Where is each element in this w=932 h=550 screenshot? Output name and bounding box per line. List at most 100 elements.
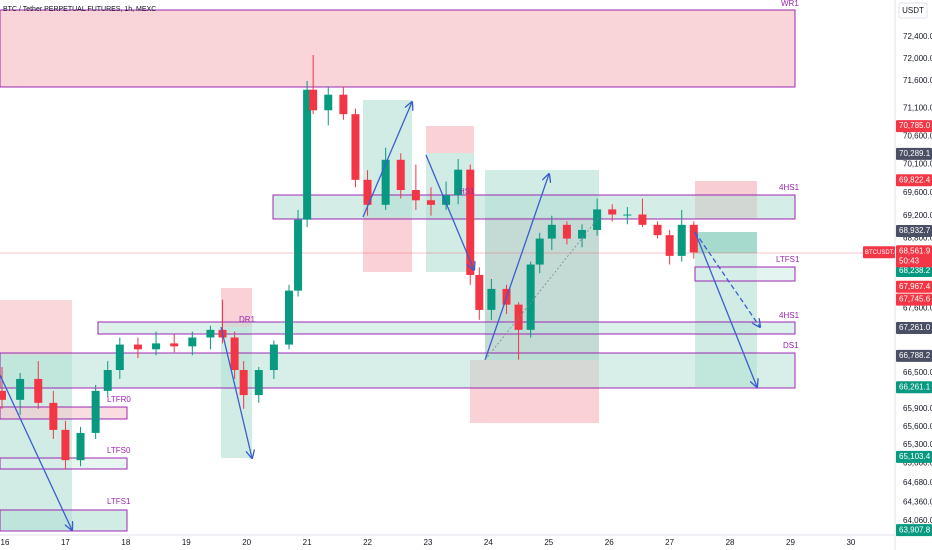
y-tick-label: 70,100.0 — [903, 160, 932, 169]
symbol-label: BTCUSDT.P — [865, 250, 898, 256]
x-tick-label: 27 — [665, 538, 674, 547]
price-tag — [896, 524, 932, 537]
candle-body — [578, 229, 587, 239]
y-tick-label: 72,000.0 — [903, 54, 932, 63]
candle-body — [303, 89, 312, 220]
zone-label: LTFS0 — [107, 446, 131, 455]
candle-body — [170, 343, 179, 347]
candle-body — [487, 288, 496, 310]
y-tick-label: 69,600.0 — [903, 188, 932, 197]
candle-body — [115, 344, 124, 371]
zone-4hs1 — [272, 194, 796, 220]
candle-body — [547, 224, 556, 239]
candle-body — [526, 264, 535, 330]
y-tick-label: 69,200.0 — [903, 211, 932, 220]
x-tick-label: 28 — [726, 538, 735, 547]
candle-body — [324, 94, 333, 111]
candles — [0, 55, 698, 470]
y-tick-label: 65,900.0 — [903, 404, 932, 413]
price-tag-label: 65,103.4 — [899, 452, 931, 461]
x-tick-label: 29 — [786, 538, 795, 547]
arrow — [484, 174, 549, 361]
y-tick-label: 72,400.0 — [903, 32, 932, 41]
y-tick-label: 65,600.0 — [903, 422, 932, 431]
price-tag — [896, 174, 932, 187]
x-tick-label: 17 — [61, 538, 70, 547]
candle-body — [514, 304, 523, 330]
price-tag — [896, 381, 932, 394]
x-tick-label: 21 — [303, 538, 312, 547]
arrow — [425, 154, 474, 270]
dotted-line — [484, 216, 600, 361]
candle-body — [309, 89, 318, 111]
zone-label: HS1 — [459, 187, 475, 196]
x-tick-label: 25 — [544, 538, 553, 547]
currency: USDT — [902, 6, 924, 15]
candle-body — [16, 378, 25, 400]
price-tag — [896, 349, 932, 362]
candle-body — [49, 402, 58, 430]
candle-body — [475, 274, 484, 310]
currency-box — [898, 2, 928, 19]
x-tick-label: 20 — [242, 538, 251, 547]
zone-label: LTFR0 — [107, 395, 131, 404]
y-tick-label: 64,360.0 — [903, 497, 932, 506]
price-tag-label: 67,967.4 — [899, 282, 931, 291]
zone-label: DS1 — [783, 341, 799, 350]
last-price-label: 68,561.9 — [899, 246, 931, 255]
price-tag — [896, 450, 932, 463]
price-tag-label: 66,788.2 — [899, 351, 931, 360]
x-tick-label: 18 — [121, 538, 130, 547]
candle-body — [677, 224, 686, 256]
zone-ltfs1 — [694, 266, 796, 282]
price-tag-label: 68,932.7 — [899, 226, 931, 235]
y-tick-label: 65,300.0 — [903, 440, 932, 449]
last-price-tag — [896, 245, 932, 268]
zone — [426, 126, 474, 153]
x-tick-label: 23 — [424, 538, 433, 547]
candle-body — [665, 235, 674, 256]
candle-body — [254, 370, 263, 396]
price-tag-label: 68,238.2 — [899, 266, 931, 275]
zone-ds1 — [0, 352, 796, 389]
zone-4hs1 — [97, 321, 796, 335]
candle-body — [188, 337, 197, 347]
zone-label: DR1 — [239, 315, 256, 324]
price-tag — [896, 280, 932, 293]
zone-label: 4HS1 — [779, 311, 800, 320]
candle-body — [396, 159, 405, 191]
candle-body — [230, 337, 239, 371]
candle-body — [103, 370, 112, 391]
candle-body — [381, 159, 390, 205]
candle-body — [466, 169, 475, 275]
y-tick-label: 71,600.0 — [903, 76, 932, 85]
y-tick-label: 64,060.0 — [903, 516, 932, 525]
price-tag — [896, 264, 932, 277]
countdown: 50:43 — [899, 256, 920, 265]
price-tag-label: 69,822.4 — [899, 175, 931, 184]
candle-body — [269, 344, 278, 371]
candle-body — [239, 370, 248, 396]
arrow — [0, 374, 72, 530]
arrow — [220, 326, 252, 458]
price-tag-label: 66,261.1 — [899, 382, 931, 391]
x-tick-label: 30 — [846, 538, 855, 547]
x-tick-label: 16 — [1, 538, 10, 547]
candle-body — [0, 390, 6, 400]
price-tag-label: 70,289.1 — [899, 149, 931, 158]
zone — [221, 288, 252, 327]
candle-body — [76, 432, 85, 461]
zone-label: LTFS1 — [776, 255, 800, 264]
price-tag — [896, 293, 932, 306]
candle-body — [535, 238, 544, 265]
candle-body — [442, 195, 451, 205]
candle-body — [608, 209, 617, 215]
candle-body — [638, 214, 647, 225]
candle-body — [351, 114, 360, 180]
price-tag-label: 63,907.8 — [899, 525, 931, 534]
y-tick-label: 68,800.0 — [903, 234, 932, 243]
candle-body — [411, 190, 420, 201]
zone-label: LTFS1 — [107, 497, 131, 506]
zone — [695, 232, 757, 253]
arrow — [694, 231, 757, 387]
